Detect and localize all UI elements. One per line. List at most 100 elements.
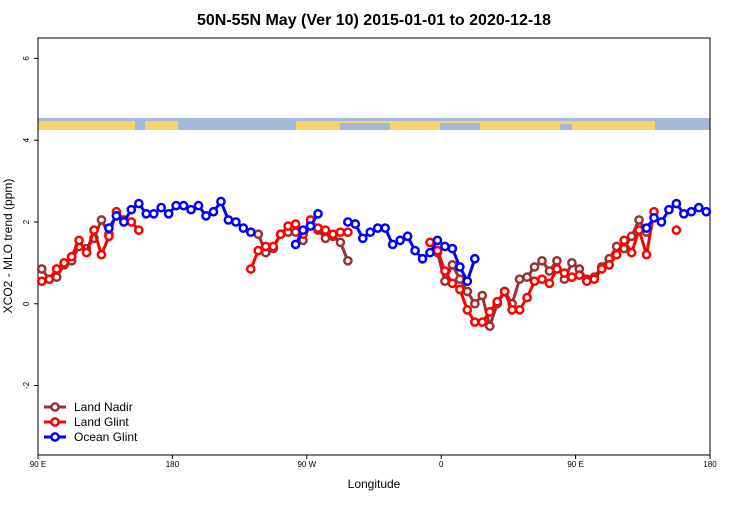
data-point [634,215,644,225]
data-point [417,253,428,264]
legend-label: Ocean Glint [74,430,138,444]
series [104,196,712,287]
y-axis-label: XCO2 - MLO trend (ppm) [1,179,15,314]
x-tick-label: 180 [703,460,717,469]
data-point [313,223,323,233]
data-point [268,241,279,252]
data-point [343,227,353,238]
data-point [559,268,570,278]
data-point [335,237,346,248]
data-point [425,237,435,248]
data-point [440,276,450,287]
data-point [634,225,644,235]
data-point [462,276,473,287]
legend-marker [50,402,60,412]
legend-label: Land Nadir [74,400,133,414]
data-point [133,225,144,235]
data-point [126,204,137,215]
data-point [455,284,465,295]
data-point [305,221,316,231]
data-point [552,255,562,266]
data-point [432,235,443,246]
y-tick-label: 6 [22,56,31,61]
data-point [596,264,607,274]
data-point [372,223,383,233]
data-point [432,245,443,256]
data-point [253,229,264,240]
data-point [193,200,204,211]
data-point [537,274,547,285]
series [36,206,682,327]
data-point [425,247,435,258]
data-point [36,264,47,274]
data-point [171,200,181,211]
data-point [96,249,107,260]
data-point [343,217,353,227]
data-point [589,274,600,285]
data-point [66,251,77,262]
data-point [484,307,495,317]
data-point [380,223,391,233]
data-point [626,231,637,242]
data-point [335,227,346,238]
data-point [522,272,532,283]
data-point [507,305,517,315]
data-point [387,239,398,250]
data-point [447,260,458,270]
data-point [447,243,458,254]
data-point [44,274,55,285]
data-point [208,206,219,217]
data-point [216,196,226,207]
data-point [581,276,592,287]
data-point [514,305,525,315]
y-tick-label: 4 [22,137,31,142]
data-point [119,217,129,227]
data-point [298,225,308,235]
data-point [126,217,137,227]
data-point [36,276,47,287]
data-point [223,215,234,225]
data-point [641,249,652,260]
data-point [679,208,689,219]
x-tick-label: 180 [166,460,180,469]
data-point [626,247,637,258]
data-point [111,210,122,221]
data-point [328,229,338,240]
data-point [544,266,555,276]
data-point [514,274,525,285]
x-axis-label: Longitude [348,477,401,491]
data-point [537,255,547,266]
data-point [148,208,159,219]
data-point [619,235,629,246]
data-point [141,208,152,219]
data-point [477,317,488,327]
data-point [492,296,503,307]
data-point [529,262,540,272]
data-point [701,206,712,217]
data-point [686,206,697,217]
map-strip [38,118,710,130]
data-point [89,225,99,235]
data-point [81,247,92,258]
data-point [290,239,301,250]
data-point [462,305,473,315]
data-point [201,210,211,221]
data-point [74,235,84,246]
legend-label: Land Glint [74,415,129,429]
data-point [455,262,465,272]
x-tick-label: 90 E [30,460,46,469]
data-point [484,321,495,332]
data-point [469,298,480,309]
data-point [671,198,682,209]
data-point [238,223,249,233]
data-point [649,213,659,223]
data-point [671,225,682,235]
data-point [320,233,331,244]
data-point [313,208,323,219]
data-point [656,217,667,227]
data-point [410,245,420,256]
data-point [529,276,540,287]
data-point [133,198,144,209]
data-point [477,290,488,301]
y-tick-label: 0 [22,301,31,306]
